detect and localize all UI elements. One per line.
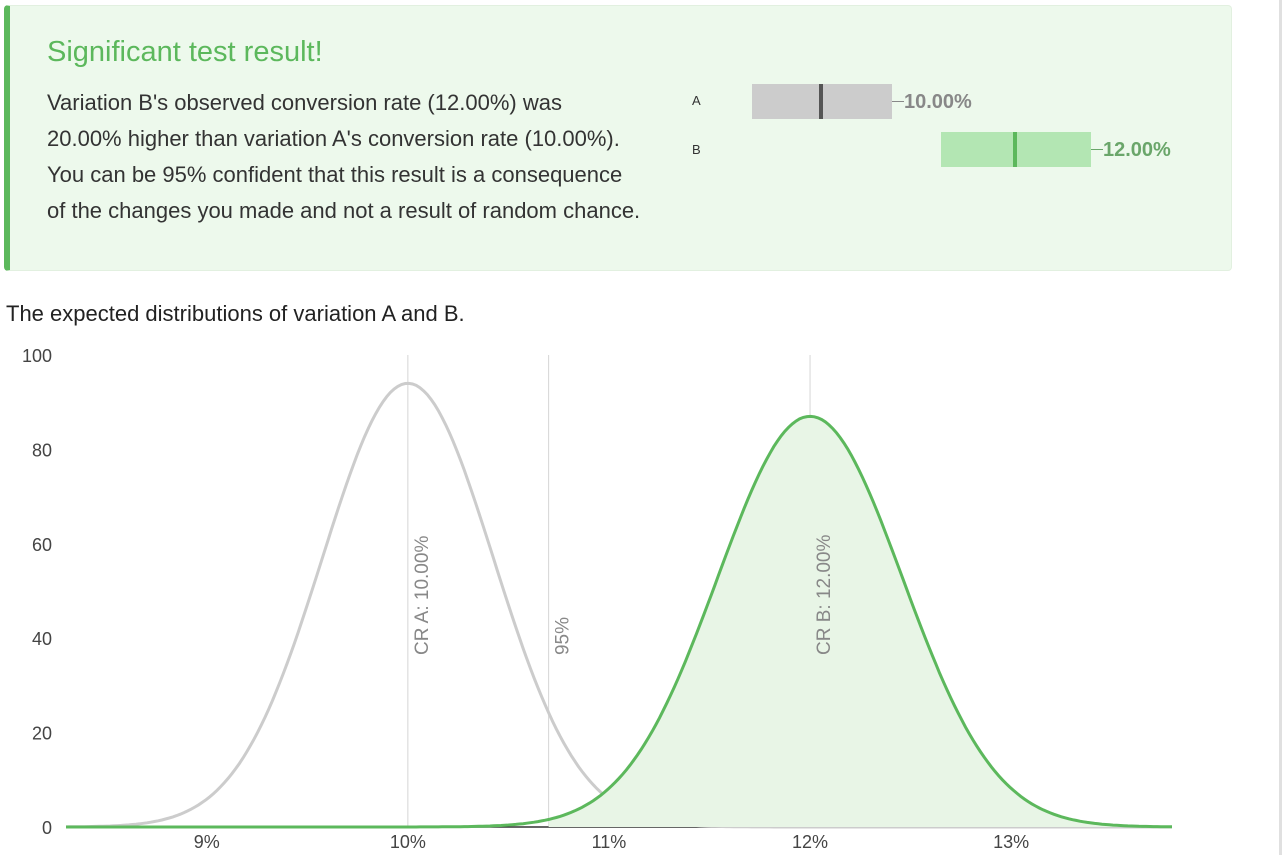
result-line: 20.00% higher than variation A's convers… bbox=[47, 126, 620, 151]
annotation-label: 95% bbox=[553, 617, 574, 655]
variant-a-connector bbox=[892, 101, 904, 102]
variant-a-label: A bbox=[692, 93, 701, 108]
y-tick-label: 100 bbox=[22, 346, 52, 366]
annotation-label: CR A: 10.00% bbox=[412, 536, 433, 655]
variant-b-label: B bbox=[692, 142, 701, 157]
result-description: Variation B's observed conversion rate (… bbox=[47, 85, 717, 229]
x-tick-label: 13% bbox=[993, 832, 1029, 852]
series-b-curve bbox=[66, 414, 1172, 829]
variant-a-interval-bar bbox=[752, 84, 892, 119]
x-tick-label: 10% bbox=[390, 832, 426, 852]
result-line: of the changes you made and not a result… bbox=[47, 198, 641, 223]
variant-b-point-mark bbox=[1013, 132, 1017, 167]
series-a-curve bbox=[65, 381, 1172, 829]
result-line: Variation B's observed conversion rate (… bbox=[47, 90, 562, 115]
annotation-label: CR B: 12.00% bbox=[814, 535, 835, 655]
result-title: Significant test result! bbox=[47, 36, 323, 68]
y-tick-label: 20 bbox=[32, 724, 52, 744]
y-tick-label: 80 bbox=[32, 440, 52, 460]
x-tick-label: 12% bbox=[792, 832, 828, 852]
variant-a-value: 10.00% bbox=[904, 91, 972, 113]
result-panel: Significant test result! Variation B's o… bbox=[4, 5, 1232, 271]
y-tick-label: 40 bbox=[32, 629, 52, 649]
series-b-area bbox=[548, 416, 1172, 827]
result-line: You can be 95% confident that this resul… bbox=[47, 162, 623, 187]
variant-b-value: 12.00% bbox=[1103, 139, 1171, 161]
chart-heading: The expected distributions of variation … bbox=[6, 301, 465, 326]
scrollbar-track[interactable] bbox=[1279, 0, 1282, 855]
y-tick-label: 0 bbox=[42, 818, 52, 838]
x-tick-label: 9% bbox=[194, 832, 220, 852]
x-tick-label: 11% bbox=[592, 832, 627, 852]
variant-b-connector bbox=[1091, 149, 1103, 150]
variant-a-point-mark bbox=[819, 84, 823, 119]
distribution-chart: 0 20 40 60 80 100 9% 10% 11% 12% 13% CR A: 10.00% 95… bbox=[22, 346, 1172, 852]
y-tick-label: 60 bbox=[32, 535, 52, 555]
variant-b-interval-bar bbox=[941, 132, 1091, 167]
